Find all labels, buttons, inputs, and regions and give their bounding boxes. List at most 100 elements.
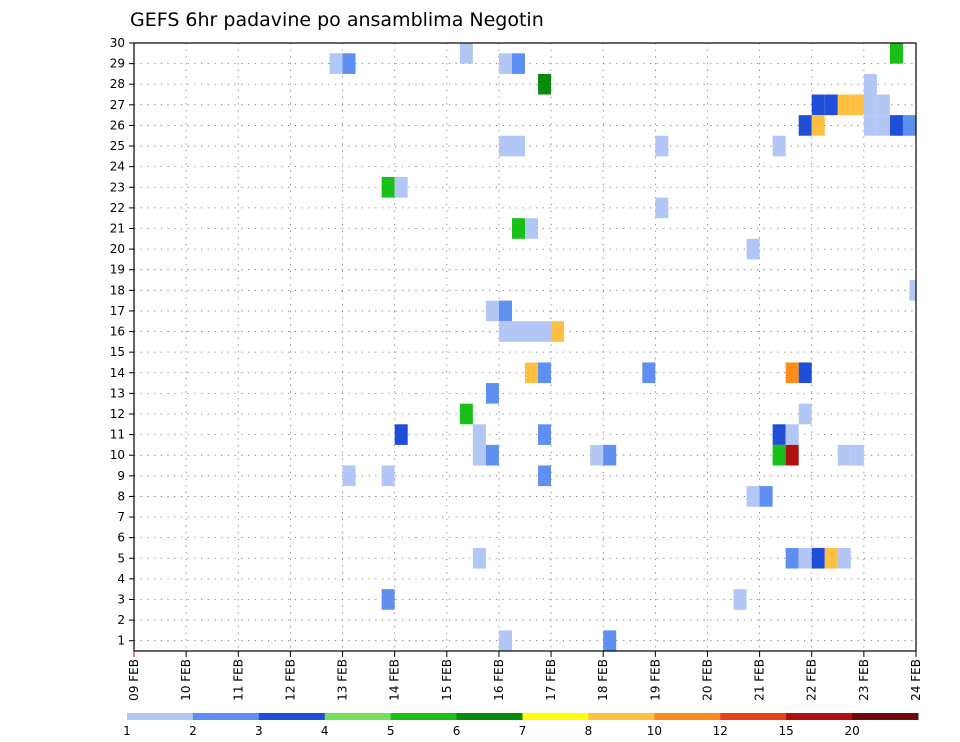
heatmap-cell [798, 362, 812, 384]
y-tick-label: 26 [110, 118, 125, 132]
heatmap-cell [889, 43, 903, 64]
colorbar-label: 15 [779, 724, 794, 738]
y-tick-label: 9 [117, 469, 125, 483]
heatmap-cell [902, 115, 916, 136]
x-tick-label: 19 FEB [648, 659, 662, 701]
heatmap-cell [772, 424, 786, 445]
heatmap-cell [498, 321, 512, 342]
heatmap-cell [863, 94, 877, 116]
colorbar-label: 2 [189, 724, 197, 738]
heatmap-cell [472, 547, 486, 569]
heatmap-cell [511, 218, 525, 239]
y-tick-label: 16 [110, 325, 125, 339]
x-tick-label: 20 FEB [700, 659, 714, 701]
colorbar-segment [522, 713, 589, 720]
heatmap-cell [472, 424, 486, 445]
heatmap-cell [746, 238, 760, 260]
plot-frame [133, 42, 917, 652]
heatmap-cell [811, 115, 825, 136]
colorbar-segment [456, 713, 523, 720]
x-tick-label: 23 FEB [857, 659, 871, 701]
y-tick-label: 21 [110, 221, 125, 235]
heatmap-cell [642, 362, 656, 384]
heatmap-cell [798, 115, 812, 136]
x-tick-label: 24 FEB [909, 659, 923, 701]
x-tick-label: 10 FEB [179, 659, 193, 701]
y-axis: 1234567891011121314151617181920212223242… [110, 36, 134, 648]
heatmap-cell [485, 444, 499, 466]
heatmap-cell [394, 424, 408, 445]
heatmap-cell [590, 444, 604, 466]
heatmap-cell [511, 135, 525, 157]
heatmap-cell [538, 73, 552, 95]
heatmap-cell [525, 362, 539, 384]
x-tick-label: 09 FEB [127, 659, 141, 701]
y-tick-label: 22 [110, 201, 125, 215]
heatmap-cell [485, 383, 499, 404]
heatmap-cell [655, 197, 669, 219]
x-tick-label: 17 FEB [544, 659, 558, 701]
y-tick-label: 1 [117, 634, 125, 648]
colorbar-label: 12 [713, 724, 728, 738]
x-tick-label: 13 FEB [336, 659, 350, 701]
heatmap-cell [603, 444, 617, 466]
y-tick-label: 23 [110, 180, 125, 194]
heatmap-cell [603, 630, 617, 651]
x-tick-label: 15 FEB [440, 659, 454, 701]
heatmap-cell [498, 135, 512, 157]
heatmap-cell [329, 53, 343, 74]
y-tick-label: 15 [110, 345, 125, 359]
heatmap-cell [837, 547, 851, 569]
heatmap-cell [889, 115, 903, 136]
heatmap-cell [837, 94, 851, 116]
y-tick-label: 10 [110, 448, 125, 462]
colorbar-segment [720, 713, 787, 720]
heatmap-cell [498, 53, 512, 74]
chart-title: GEFS 6hr padavine po ansamblima Negotin [130, 9, 544, 31]
heatmap-cell [381, 465, 395, 487]
colorbar: 1 2 3 4 5 6 7 8 10 12 15 20 [123, 713, 919, 738]
x-tick-label: 18 FEB [596, 659, 610, 701]
y-tick-label: 2 [117, 613, 125, 627]
colorbar-label: 20 [844, 724, 859, 738]
x-tick-label: 16 FEB [492, 659, 506, 701]
heatmap-cell [850, 444, 864, 466]
colorbar-label: 5 [387, 724, 395, 738]
heatmap-cell [785, 424, 799, 445]
heatmap-cell [655, 135, 669, 157]
heatmap-cell [551, 321, 565, 342]
colorbar-segment [324, 713, 392, 720]
colorbar-segment [852, 713, 919, 720]
y-tick-label: 20 [110, 242, 125, 256]
heatmap-cells [329, 43, 916, 651]
heatmap-cell [498, 300, 512, 322]
y-tick-label: 6 [117, 531, 125, 545]
colorbar-label: 1 [123, 724, 131, 738]
colorbar-segment [127, 713, 194, 720]
y-tick-label: 3 [117, 592, 125, 606]
heatmap-cell [909, 280, 916, 301]
heatmap-cell [837, 444, 851, 466]
y-tick-label: 5 [117, 551, 125, 565]
x-tick-label: 22 FEB [805, 659, 819, 701]
heatmap-cell [733, 589, 747, 610]
heatmap-cell [394, 176, 408, 198]
colorbar-label: 6 [453, 724, 461, 738]
heatmap-cell [824, 547, 838, 569]
colorbar-label: 4 [321, 724, 329, 738]
heatmap-cell [538, 321, 552, 342]
y-tick-label: 4 [117, 572, 125, 586]
y-tick-label: 12 [110, 407, 125, 421]
y-tick-label: 25 [110, 139, 125, 153]
y-tick-label: 11 [110, 428, 125, 442]
y-tick-label: 7 [117, 510, 125, 524]
heatmap-cell [824, 94, 838, 116]
y-tick-label: 24 [110, 160, 125, 174]
heatmap-cell [863, 115, 877, 136]
x-tick-label: 21 FEB [753, 659, 767, 701]
y-tick-label: 27 [110, 98, 125, 112]
heatmap-cell [798, 547, 812, 569]
heatmap-cell [459, 403, 473, 425]
colorbar-segment [390, 713, 458, 720]
